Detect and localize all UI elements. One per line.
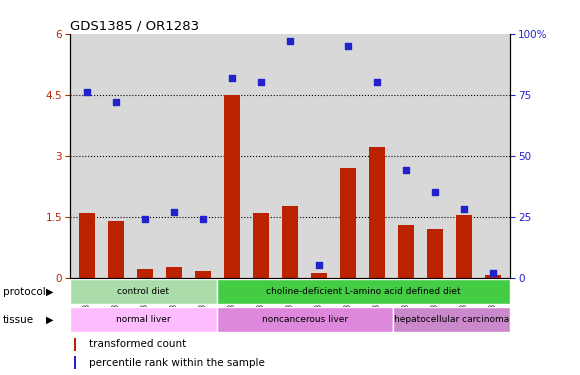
Bar [311,273,327,278]
Bar [70,307,216,332]
Point [372,80,382,86]
Bar [74,356,76,369]
Bar [485,276,501,278]
Point [111,99,121,105]
Bar [70,279,216,304]
Point [82,89,92,95]
Bar [253,213,269,278]
Bar [216,279,510,304]
Point [256,80,266,86]
Bar [427,229,443,278]
Text: ▶: ▶ [46,286,54,297]
Point [198,216,208,222]
Point [169,209,179,214]
Text: control diet: control diet [117,287,169,296]
Bar [216,307,393,332]
Bar [74,338,76,351]
Point [285,38,295,44]
Bar [108,220,124,278]
Bar [398,225,414,278]
Bar [195,272,211,278]
Bar [224,95,240,278]
Point [401,167,411,173]
Point [140,216,150,222]
Text: hepatocellular carcinoma: hepatocellular carcinoma [394,315,509,324]
Point [430,189,440,195]
Point [488,270,498,276]
Text: protocol: protocol [3,286,46,297]
Text: normal liver: normal liver [116,315,171,324]
Text: choline-deficient L-amino acid defined diet: choline-deficient L-amino acid defined d… [266,287,461,296]
Text: GDS1385 / OR1283: GDS1385 / OR1283 [70,20,199,33]
Bar [137,269,153,278]
Bar [79,213,95,278]
Text: percentile rank within the sample: percentile rank within the sample [89,358,265,368]
Bar [369,147,385,278]
Text: tissue: tissue [3,315,34,325]
Point [459,206,469,212]
Bar [282,206,298,278]
Text: transformed count: transformed count [89,339,187,349]
Bar [166,267,182,278]
Point [314,262,324,268]
Point [343,43,353,49]
Bar [456,214,472,278]
Point [227,75,237,81]
Bar [340,168,356,278]
Text: ▶: ▶ [46,315,54,325]
Text: noncancerous liver: noncancerous liver [262,315,348,324]
Bar [393,307,510,332]
